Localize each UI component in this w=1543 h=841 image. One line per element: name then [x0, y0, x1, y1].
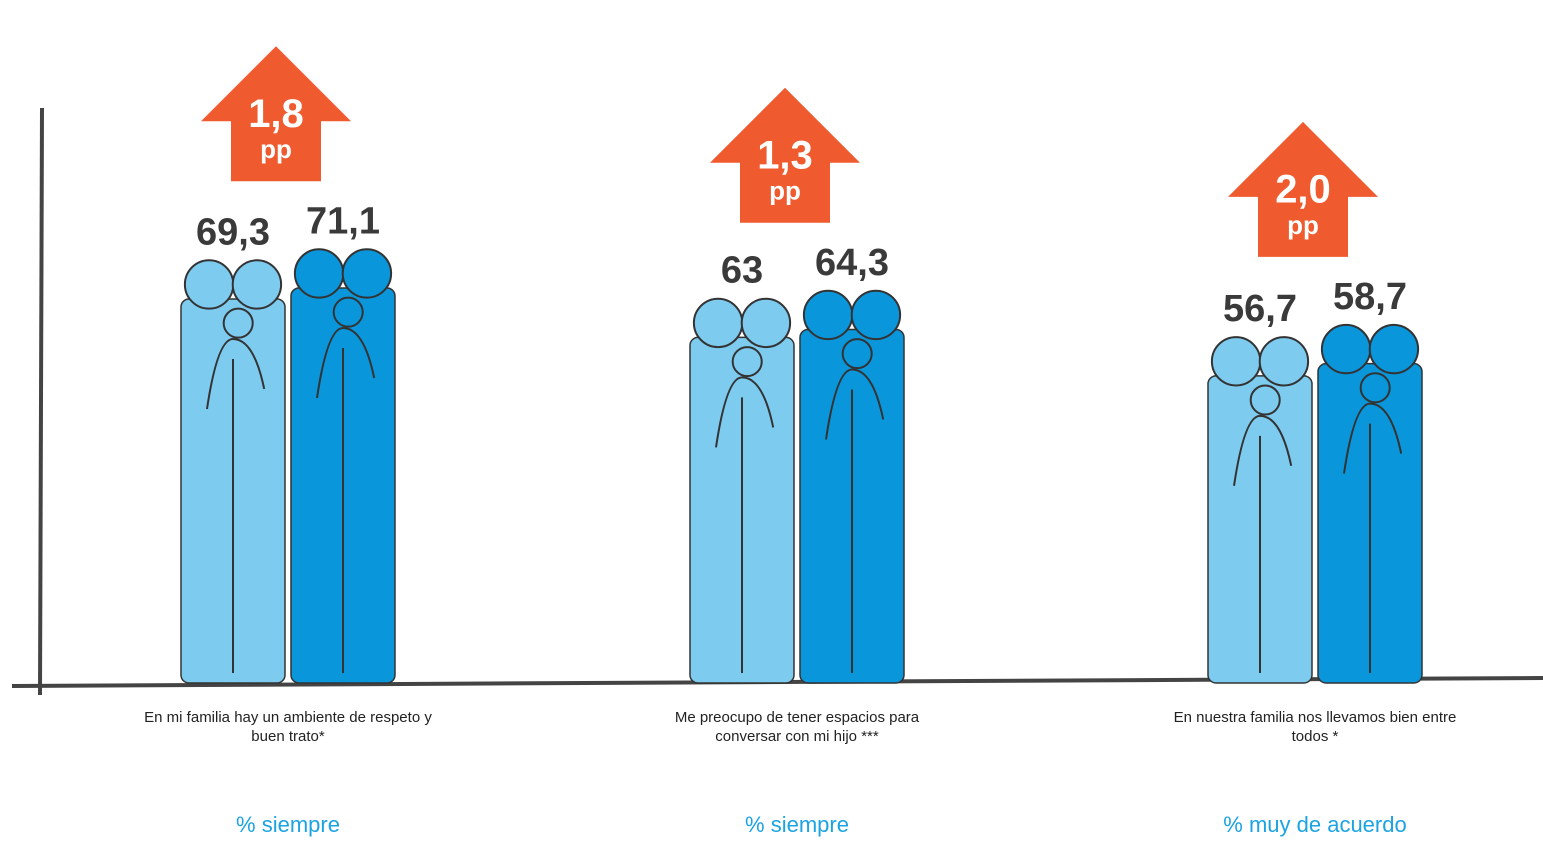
head	[850, 289, 902, 341]
annotation-unit: pp	[260, 134, 292, 164]
head	[740, 297, 792, 349]
value-label: 71,1	[306, 200, 380, 242]
annotation-unit: pp	[769, 176, 801, 206]
head	[841, 338, 873, 370]
head	[1320, 323, 1372, 375]
measure-label: % siempre	[745, 812, 849, 837]
value-label: 69,3	[196, 211, 270, 253]
head	[1249, 384, 1281, 416]
head	[1368, 323, 1420, 375]
annotation-unit: pp	[1287, 210, 1319, 240]
head	[332, 296, 364, 328]
arm	[1343, 402, 1403, 673]
head	[692, 297, 744, 349]
y-axis	[38, 107, 44, 696]
head	[1210, 336, 1262, 387]
measure-label: % siempre	[236, 812, 340, 837]
measure-label: % muy de acuerdo	[1223, 812, 1407, 837]
head	[222, 307, 254, 339]
value-label: 56,7	[1223, 288, 1297, 330]
arrow	[710, 87, 860, 223]
head	[731, 346, 763, 378]
head	[802, 289, 854, 341]
head	[1258, 336, 1310, 387]
value-label: 63	[721, 250, 763, 292]
arm	[715, 376, 775, 673]
head	[1359, 372, 1391, 404]
value-label: 58,7	[1333, 276, 1407, 318]
category-label: En nuestra familia nos llevamos bien ent…	[1173, 709, 1457, 745]
arm	[316, 326, 376, 673]
head	[341, 248, 393, 299]
annotation: 1,3	[757, 133, 813, 177]
category-label: Me preocupo de tener espacios para conve…	[674, 709, 920, 745]
arm	[206, 337, 266, 673]
category-label: En mi familia hay un ambiente de respeto…	[144, 709, 432, 745]
arm	[825, 368, 885, 673]
head	[231, 259, 283, 310]
arrow	[201, 46, 351, 182]
head	[293, 248, 345, 299]
arrow	[1228, 121, 1378, 257]
annotation: 2,0	[1275, 167, 1331, 211]
annotation: 1,8	[248, 92, 304, 136]
arm	[1233, 414, 1293, 673]
value-label: 64,3	[815, 242, 889, 284]
head	[183, 259, 235, 310]
